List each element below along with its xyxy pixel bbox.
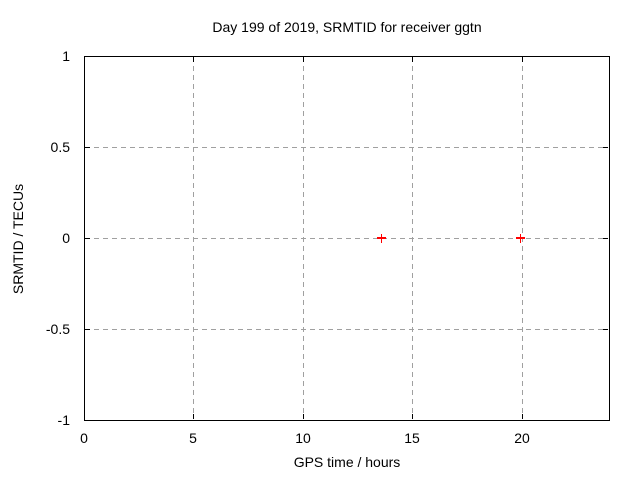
xtick-mark-bottom-15 xyxy=(412,414,413,419)
gridline-y--0.5 xyxy=(85,329,608,330)
ytick-label-0: 0 xyxy=(62,230,70,246)
ytick-mark-right-0.5 xyxy=(603,147,608,148)
gridline-y-0 xyxy=(85,238,608,239)
ytick-mark-left-0.5 xyxy=(85,147,90,148)
xtick-mark-top-10 xyxy=(303,57,304,62)
xtick-label-0: 0 xyxy=(80,430,88,446)
xtick-label-10: 10 xyxy=(295,430,311,446)
xtick-label-20: 20 xyxy=(514,430,530,446)
ytick-label--1: -1 xyxy=(57,412,70,428)
xtick-mark-bottom-5 xyxy=(193,414,194,419)
ytick-mark-right--0.5 xyxy=(603,329,608,330)
xtick-mark-top-20 xyxy=(522,57,523,62)
xtick-mark-top-15 xyxy=(412,57,413,62)
data-point-srmtid-1 xyxy=(515,233,525,243)
ytick-label-0.5: 0.5 xyxy=(50,139,70,155)
ytick-mark-right-0 xyxy=(603,238,608,239)
data-point-srmtid-0 xyxy=(377,233,386,243)
xtick-label-15: 15 xyxy=(404,430,420,446)
x-axis-label: GPS time / hours xyxy=(293,454,401,470)
ytick-mark-left-0 xyxy=(85,238,90,239)
plot-area xyxy=(84,56,610,421)
xtick-mark-bottom-20 xyxy=(522,414,523,419)
xtick-label-5: 5 xyxy=(189,430,197,446)
ytick-label-1: 1 xyxy=(62,48,70,64)
ytick-mark-left--0.5 xyxy=(85,329,90,330)
xtick-mark-top-5 xyxy=(193,57,194,62)
chart-title: Day 199 of 2019, SRMTID for receiver ggt… xyxy=(212,19,482,35)
xtick-mark-bottom-10 xyxy=(303,414,304,419)
gridline-y-0.5 xyxy=(85,147,608,148)
ytick-label--0.5: -0.5 xyxy=(45,321,70,337)
